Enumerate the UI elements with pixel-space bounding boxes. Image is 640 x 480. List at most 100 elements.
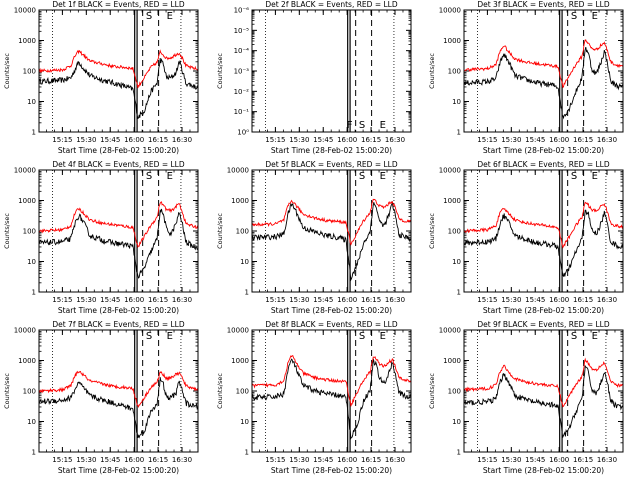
x-tick-label: 16:15 [573,456,593,464]
x-tick-label: 16:30 [385,296,405,304]
x-tick-label: 15:15 [477,136,497,144]
x-tick-label: 15:45 [525,136,545,144]
events-series-line [464,46,623,120]
panel-title: Det 3f BLACK = Events, RED = LLD [477,0,610,9]
y-axis-label: Counts/sec [428,373,436,409]
y-tick-label: 10 [27,98,36,106]
y-tick-label: 1 [245,289,249,297]
x-tick-label: 15:30 [289,456,309,464]
x-tick-label: 16:00 [124,296,144,304]
plot-frame [463,169,624,293]
y-tick-label: 10 [27,258,36,266]
y-tick-label: 100 [448,388,461,396]
x-tick-label: 15:30 [501,456,521,464]
x-tick-label: 15:15 [265,136,285,144]
panel-det9: Det 9f BLACK = Events, RED = LLD Counts/s… [428,320,624,475]
y-axis-label: Counts/sec [3,373,11,409]
y-tick-label: 100 [236,388,249,396]
plot-frame [251,169,412,293]
marker-label: S [571,11,577,22]
marker-label: E [167,331,173,342]
x-tick-label: 15:15 [477,456,497,464]
marker-label: E [167,11,173,22]
panel-det4: Det 4f BLACK = Events, RED = LLD Counts/s… [3,160,199,315]
y-tick-label: 100 [23,388,36,396]
x-tick-label: 16:00 [124,136,144,144]
y-tick-label: 1 [245,449,249,457]
x-tick-label: 15:30 [76,296,96,304]
y-tick-label: 1 [457,289,461,297]
marker-label: S [146,11,152,22]
plot-frame [38,329,199,453]
panel-title: Det 6f BLACK = Events, RED = LLD [477,160,610,169]
events-series-line [39,58,198,120]
x-axis-label: Start Time (28-Feb-02 15:00:20) [271,306,392,315]
panel-title: Det 4f BLACK = Events, RED = LLD [52,160,185,169]
x-tick-label: 15:45 [313,136,333,144]
x-tick-label: 16:30 [385,136,405,144]
y-tick-label: 10000 [14,167,36,175]
x-axis-label: Start Time (28-Feb-02 15:00:20) [58,306,179,315]
y-axis-label: Counts/sec [216,213,224,249]
x-tick-label: 15:45 [313,456,333,464]
y-tick-label: 1000 [443,357,461,365]
y-tick-label: 1000 [443,197,461,205]
panel-title: Det 5f BLACK = Events, RED = LLD [265,160,398,169]
panel-det2: Det 2f BLACK = Events, RED = LLD Counts/s… [216,0,412,155]
events-series-line [464,364,623,439]
y-tick-label: 10000 [439,7,461,15]
lld-series-line [252,354,411,407]
x-tick-label: 16:15 [573,136,593,144]
events-series-line [39,208,198,279]
x-tick-label: 16:00 [549,296,569,304]
marker-label: E [592,11,598,22]
x-axis-label: Start Time (28-Feb-02 15:00:20) [271,146,392,155]
y-tick-label: 10 [452,418,461,426]
x-tick-label: 16:30 [172,136,192,144]
panel-det3: Det 3f BLACK = Events, RED = LLD Counts/s… [428,0,624,155]
x-tick-label: 15:30 [76,456,96,464]
x-tick-label: 16:15 [148,456,168,464]
y-tick-label: 10⁻¹ [234,108,250,116]
panel-det6: Det 6f BLACK = Events, RED = LLD Counts/s… [428,160,624,315]
plot-frame [463,329,624,453]
x-tick-label: 16:30 [172,456,192,464]
x-tick-label: 15:45 [100,296,120,304]
x-tick-label: 16:30 [172,296,192,304]
y-tick-label: 10⁻² [234,88,250,96]
events-series-line [39,377,198,439]
y-tick-label: 10⁻³ [234,68,250,76]
x-axis-label: Start Time (28-Feb-02 15:00:20) [271,466,392,475]
marker-label: F [347,120,353,131]
marker-label: S [359,171,365,182]
x-tick-label: 15:30 [76,136,96,144]
panel-title: Det 9f BLACK = Events, RED = LLD [477,320,610,329]
y-tick-label: 100 [23,228,36,236]
y-tick-label: 1000 [231,197,249,205]
y-tick-label: 1 [457,129,461,137]
y-tick-label: 1000 [18,357,36,365]
x-tick-label: 16:15 [361,136,381,144]
x-axis-label: Start Time (28-Feb-02 15:00:20) [483,466,604,475]
plot-frame [38,169,199,293]
x-tick-label: 15:15 [52,456,72,464]
x-tick-label: 16:00 [124,456,144,464]
x-tick-label: 16:00 [549,456,569,464]
y-axis-label: Counts/sec [428,53,436,89]
marker-label: E [380,331,386,342]
plot-frame [38,9,199,133]
x-tick-label: 15:15 [52,136,72,144]
y-tick-label: 100 [448,228,461,236]
plot-frame [251,9,412,133]
y-axis-label: Counts/sec [3,213,11,249]
panel-det8: Det 8f BLACK = Events, RED = LLD Counts/s… [216,320,412,475]
panel-det7: Det 7f BLACK = Events, RED = LLD Counts/s… [3,320,199,475]
events-series-line [252,358,411,440]
x-tick-label: 16:30 [385,456,405,464]
marker-label: E [380,171,386,182]
y-tick-label: 1 [32,129,36,137]
y-axis-label: Counts/sec [428,213,436,249]
x-tick-label: 16:15 [148,136,168,144]
panel-det1: Det 1f BLACK = Events, RED = LLD Counts/s… [3,0,199,155]
lld-series-line [464,39,623,89]
